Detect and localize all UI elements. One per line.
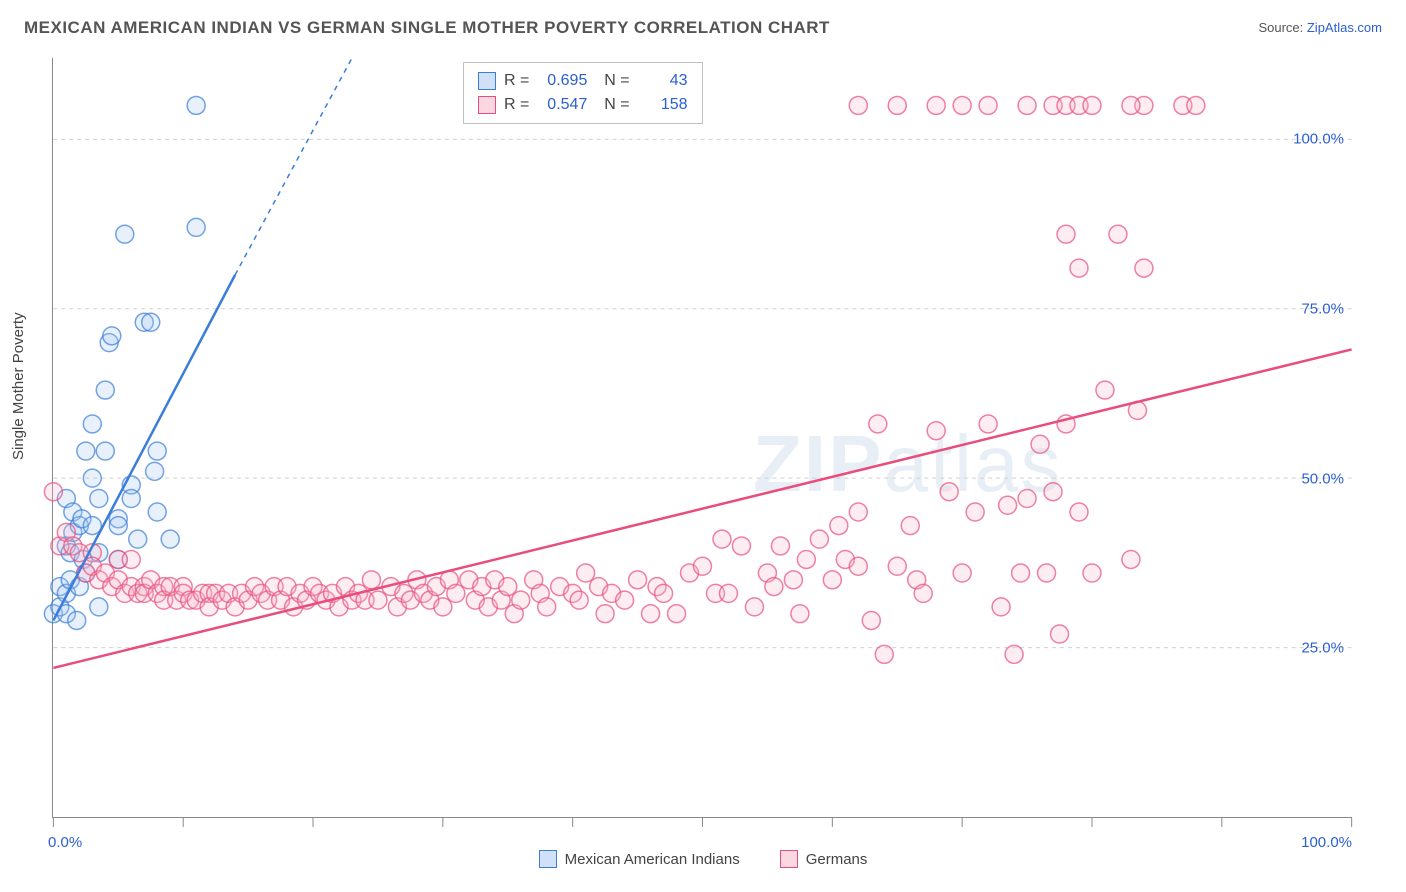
source-prefix: Source:	[1258, 20, 1306, 35]
n-value-ger: 158	[638, 93, 688, 117]
x-axis-min-label: 0.0%	[48, 834, 82, 851]
legend-swatch-mai	[539, 850, 557, 868]
x-axis-max-label: 100.0%	[1301, 834, 1352, 851]
bottom-legend: Mexican American Indians Germans	[0, 850, 1406, 868]
legend-item-ger: Germans	[780, 850, 868, 868]
legend-item-mai: Mexican American Indians	[539, 850, 740, 868]
y-tick-label: 25.0%	[1301, 640, 1344, 657]
stat-row-ger: R = 0.547 N = 158	[478, 93, 688, 117]
source-attribution: Source: ZipAtlas.com	[1258, 20, 1382, 35]
y-tick-label: 100.0%	[1293, 131, 1344, 148]
r-value-mai: 0.695	[537, 69, 587, 93]
stat-row-mai: R = 0.695 N = 43	[478, 69, 688, 93]
n-value-mai: 43	[638, 69, 688, 93]
n-label: N =	[595, 69, 629, 93]
plot-area: ZIPatlas R = 0.695 N = 43 R = 0.547 N = …	[52, 58, 1352, 818]
r-label: R =	[504, 93, 529, 117]
y-tick-label: 75.0%	[1301, 301, 1344, 318]
y-axis-label: Single Mother Poverty	[10, 312, 27, 460]
swatch-mai	[478, 72, 496, 90]
r-value-ger: 0.547	[537, 93, 587, 117]
n-label: N =	[595, 93, 629, 117]
legend-label-mai: Mexican American Indians	[565, 851, 740, 868]
swatch-ger	[478, 96, 496, 114]
chart-title: MEXICAN AMERICAN INDIAN VS GERMAN SINGLE…	[24, 18, 830, 38]
plot-svg	[53, 58, 1352, 817]
legend-label-ger: Germans	[806, 851, 868, 868]
r-label: R =	[504, 69, 529, 93]
y-tick-label: 50.0%	[1301, 470, 1344, 487]
source-link[interactable]: ZipAtlas.com	[1307, 20, 1382, 35]
stat-legend: R = 0.695 N = 43 R = 0.547 N = 158	[463, 62, 703, 124]
legend-swatch-ger	[780, 850, 798, 868]
